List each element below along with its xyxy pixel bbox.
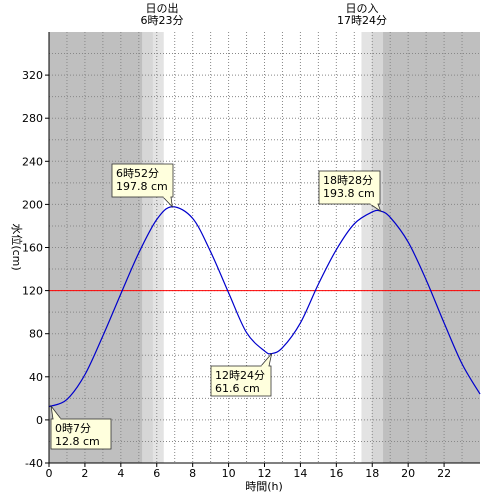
x-tick-label: 18 <box>365 467 379 480</box>
x-axis-label: 時間(h) <box>245 480 283 493</box>
y-tick-label: 200 <box>22 198 43 211</box>
x-tick-label: 16 <box>329 467 343 480</box>
series-layer <box>48 206 481 408</box>
x-tick-label: 8 <box>189 467 196 480</box>
callout-value: 61.6 cm <box>215 382 260 395</box>
x-tick-label: 22 <box>437 467 451 480</box>
y-axis-label: 水位(cm) <box>10 223 24 270</box>
callout-time: 18時28分 <box>323 174 373 187</box>
dusk-twilight-outer <box>372 32 384 463</box>
y-tick-label: 280 <box>22 112 43 125</box>
x-tick-label: 12 <box>258 467 272 480</box>
dusk-twilight-inner <box>361 32 373 463</box>
callout-box <box>318 170 381 205</box>
sunset-time: 17時24分 <box>337 14 387 27</box>
callout-box <box>210 365 272 397</box>
x-tick-label: 0 <box>46 467 53 480</box>
callout-time: 6時52分 <box>116 167 159 180</box>
x-tick-label: 20 <box>401 467 415 480</box>
tide-line <box>48 206 481 408</box>
axes: 0 2 4 6 8 10 12 14 16 18 20 22-40040801201602002402… <box>22 32 480 480</box>
y-tick-label: 40 <box>29 371 43 384</box>
y-tick-label: -40 <box>25 457 43 470</box>
x-tick-label: 14 <box>293 467 307 480</box>
sunset-label: 日の入 <box>346 2 379 15</box>
sunrise-time: 6時23分 <box>141 14 184 27</box>
callout-value: 197.8 cm <box>116 180 168 193</box>
y-tick-label: 320 <box>22 69 43 82</box>
callout-box <box>111 163 174 198</box>
x-tick-label: 2 <box>81 467 88 480</box>
callout-box <box>50 418 112 450</box>
callout-time: 0時7分 <box>55 422 91 435</box>
y-tick-label: 160 <box>22 242 43 255</box>
y-tick-label: 240 <box>22 155 43 168</box>
y-tick-label: 80 <box>29 328 43 341</box>
sunrise-label: 日の出 <box>146 1 179 15</box>
callout-value: 12.8 cm <box>55 435 100 448</box>
y-tick-label: 120 <box>22 285 43 298</box>
callout-value: 193.8 cm <box>323 187 375 200</box>
x-tick-label: 4 <box>117 467 124 480</box>
y-tick-label: 0 <box>36 414 43 427</box>
labels: 時間(h) 水位(cm) 日の出 6時23分 日の入 17時24分 <box>10 1 387 493</box>
dawn-twilight-inner <box>152 32 164 463</box>
x-tick-label: 6 <box>153 467 160 480</box>
callout-time: 12時24分 <box>215 369 265 382</box>
x-tick-label: 10 <box>222 467 236 480</box>
